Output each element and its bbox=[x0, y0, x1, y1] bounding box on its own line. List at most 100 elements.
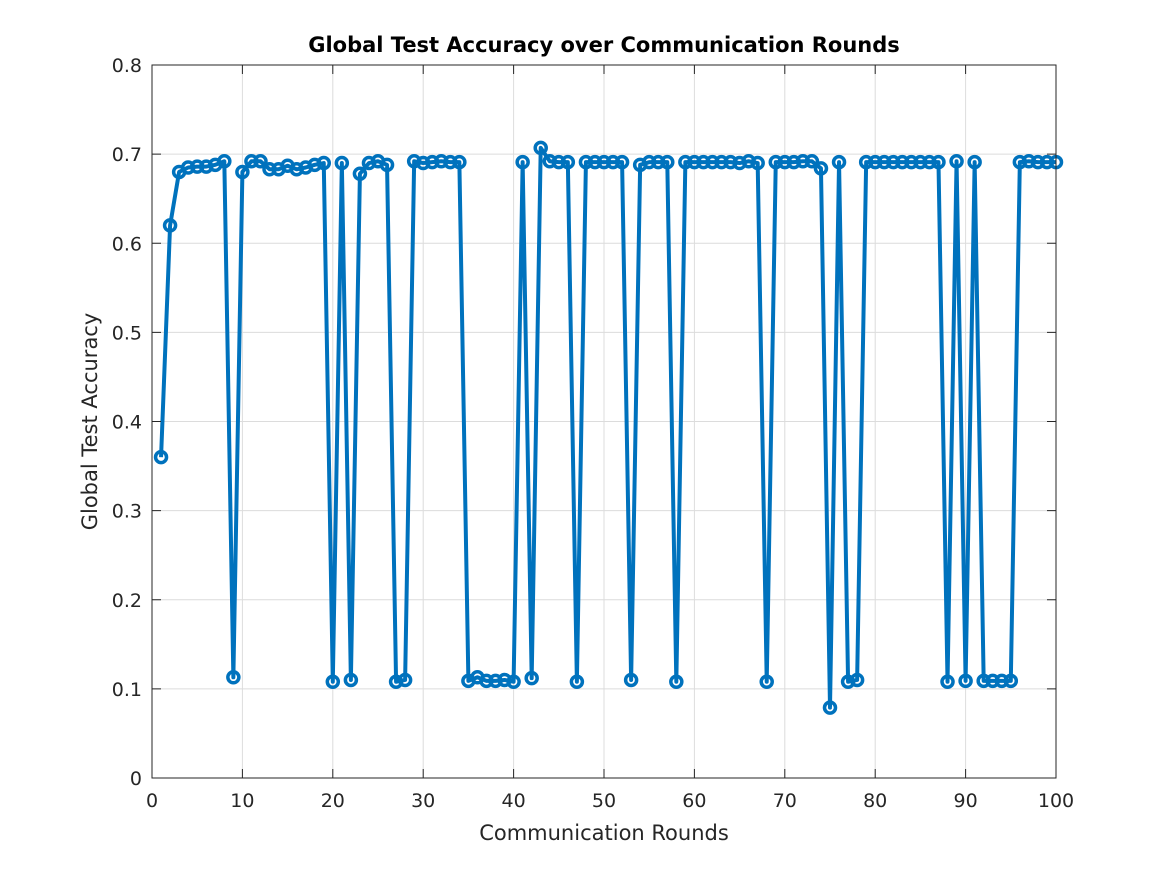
y-tick-label: 0.2 bbox=[112, 590, 142, 612]
data-point bbox=[180, 160, 196, 175]
x-tick-label: 100 bbox=[1038, 790, 1074, 812]
data-point bbox=[678, 154, 693, 170]
data-point bbox=[922, 154, 937, 170]
x-tick-label: 70 bbox=[773, 790, 797, 812]
data-point bbox=[750, 155, 765, 171]
data-point bbox=[669, 674, 684, 689]
data-point bbox=[614, 154, 630, 170]
data-point bbox=[189, 159, 205, 174]
data-point bbox=[822, 700, 838, 715]
data-point bbox=[994, 673, 1010, 689]
x-tick-label: 90 bbox=[954, 790, 978, 812]
y-tick-label: 0.8 bbox=[112, 55, 142, 77]
data-point bbox=[415, 155, 431, 171]
data-point bbox=[551, 154, 567, 170]
chart-title: Global Test Accuracy over Communication … bbox=[308, 33, 900, 57]
x-tick-label: 10 bbox=[230, 790, 254, 812]
series-group bbox=[153, 140, 1064, 715]
data-point bbox=[352, 166, 368, 181]
x-tick-label: 0 bbox=[146, 790, 158, 812]
y-tick-label: 0.4 bbox=[112, 412, 142, 434]
data-point bbox=[334, 155, 350, 171]
data-point bbox=[153, 449, 169, 465]
x-tick-label: 50 bbox=[592, 790, 616, 812]
x-axis-label: Communication Rounds bbox=[479, 821, 729, 845]
data-point bbox=[768, 154, 784, 170]
data-point bbox=[569, 674, 585, 689]
data-point bbox=[696, 154, 711, 170]
data-point bbox=[660, 154, 675, 170]
data-point bbox=[488, 673, 503, 689]
data-point bbox=[533, 140, 548, 156]
x-tick-label: 20 bbox=[321, 790, 345, 812]
data-point bbox=[804, 154, 820, 169]
x-tick-label: 30 bbox=[411, 790, 435, 812]
y-tick-label: 0.3 bbox=[112, 501, 142, 523]
data-point bbox=[397, 672, 413, 688]
y-tick-label: 0.1 bbox=[112, 679, 142, 701]
data-point bbox=[560, 154, 576, 170]
data-point bbox=[1012, 154, 1028, 170]
data-point bbox=[876, 154, 892, 170]
data-point bbox=[623, 672, 639, 688]
data-point bbox=[904, 154, 919, 170]
x-tick-label: 60 bbox=[682, 790, 706, 812]
data-point bbox=[967, 154, 982, 170]
y-tick-label: 0 bbox=[130, 768, 142, 790]
data-point bbox=[1039, 154, 1055, 170]
data-point bbox=[162, 218, 178, 233]
y-tick-label: 0.7 bbox=[112, 144, 142, 166]
data-point bbox=[714, 154, 729, 170]
y-tick-label: 0.6 bbox=[112, 233, 142, 255]
data-point bbox=[813, 161, 829, 176]
x-tick-label: 80 bbox=[863, 790, 887, 812]
data-point bbox=[542, 154, 558, 169]
data-point bbox=[795, 154, 811, 169]
data-point bbox=[524, 670, 539, 686]
data-point bbox=[235, 164, 250, 180]
data-point bbox=[831, 154, 847, 170]
data-point bbox=[886, 154, 901, 170]
data-point bbox=[777, 154, 793, 170]
data-point bbox=[858, 154, 874, 170]
ticks: 0 10 20 30 40 50 60 70 80 90 100 0 0.1 0.2 0.3 0.4 0.5 0.… bbox=[112, 55, 1074, 812]
x-tick-label: 40 bbox=[502, 790, 526, 812]
data-point bbox=[867, 154, 883, 170]
data-point bbox=[596, 154, 612, 170]
data-point bbox=[958, 673, 973, 689]
data-point bbox=[687, 154, 702, 170]
data-point bbox=[931, 154, 946, 170]
data-point bbox=[913, 154, 928, 170]
data-point bbox=[379, 157, 395, 173]
data-point bbox=[325, 674, 341, 689]
data-point bbox=[705, 154, 720, 170]
data-point bbox=[849, 672, 865, 688]
data-point bbox=[506, 674, 521, 689]
data-point bbox=[434, 154, 449, 169]
data-point bbox=[976, 673, 991, 689]
data-point bbox=[650, 154, 666, 170]
data-point bbox=[253, 154, 268, 169]
data-point bbox=[217, 154, 232, 169]
data-point bbox=[479, 673, 494, 689]
data-point bbox=[515, 154, 530, 170]
data-point bbox=[262, 162, 277, 177]
data-point bbox=[424, 154, 440, 170]
data-point bbox=[949, 154, 964, 169]
y-tick-label: 0.5 bbox=[112, 322, 142, 344]
data-point bbox=[1030, 154, 1046, 170]
data-point bbox=[1021, 154, 1037, 169]
data-point bbox=[786, 154, 802, 170]
data-point bbox=[316, 155, 332, 171]
data-point bbox=[443, 154, 458, 170]
data-point bbox=[244, 154, 259, 169]
data-point bbox=[641, 154, 657, 170]
data-point bbox=[895, 154, 910, 170]
data-point bbox=[587, 154, 603, 170]
data-point bbox=[605, 154, 621, 170]
data-point bbox=[723, 154, 738, 170]
data-point bbox=[940, 674, 955, 689]
data-point bbox=[985, 673, 1000, 689]
